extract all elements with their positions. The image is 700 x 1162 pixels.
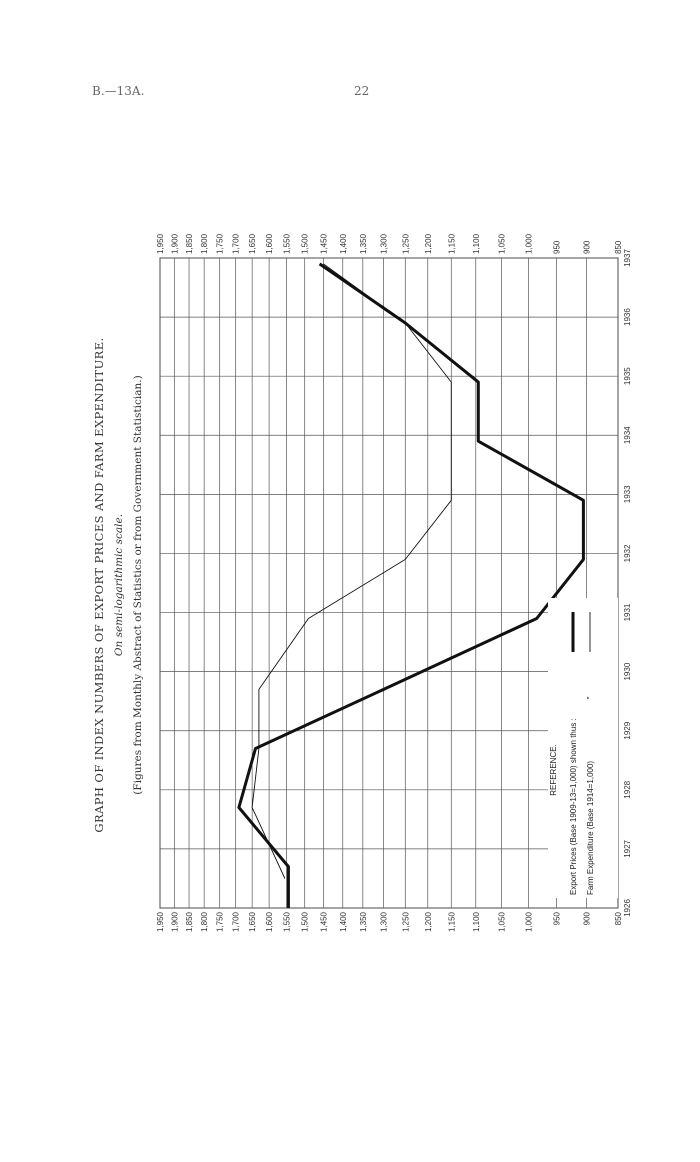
document-reference: B.—13A.: [92, 84, 145, 98]
y-tick-label: 1,700: [232, 911, 241, 932]
x-tick-label: 1933: [623, 485, 632, 503]
export-prices-line: [237, 262, 585, 908]
x-axis: 1926 1927 1928 1929 1930 1931 1932 1933 1934 1935…: [623, 249, 632, 917]
x-tick-label: 1931: [623, 603, 632, 621]
y-tick-label-right: 1,250: [401, 233, 410, 254]
y-tick-label-right: 1,000: [524, 233, 533, 254]
y-tick-label: 1,650: [248, 911, 257, 932]
y-tick-label-right: 1,600: [265, 233, 274, 254]
x-tick-label: 1935: [623, 367, 632, 385]
y-tick-label-right: 1,950: [156, 233, 165, 254]
y-tick-label: 1,600: [265, 911, 274, 932]
y-tick-label-right: 1,550: [283, 233, 292, 254]
x-tick-label: 1928: [623, 780, 632, 798]
y-tick-label-right: 1,850: [185, 233, 194, 254]
x-tick-label: 1929: [623, 721, 632, 739]
x-tick-label: 1936: [623, 308, 632, 326]
page-number: 22: [354, 84, 370, 98]
y-tick-label: 1,550: [283, 911, 292, 932]
y-tick-label-right: 1,700: [232, 233, 241, 254]
y-tick-label: 1,150: [447, 911, 456, 932]
y-tick-label: 1,250: [401, 911, 410, 932]
y-tick-label-right: 1,800: [200, 233, 209, 254]
legend-background: [548, 598, 618, 898]
y-tick-label: 1,450: [319, 911, 328, 932]
y-tick-label: 950: [553, 911, 562, 925]
y-tick-label: 1,750: [216, 911, 225, 932]
x-tick-label: 1926: [623, 899, 632, 917]
y-tick-label: 1,050: [497, 911, 506, 932]
y-tick-label: 1,900: [170, 911, 179, 932]
x-tick-label: 1937: [623, 249, 632, 267]
grid: [159, 257, 619, 909]
y-tick-label-right: 1,050: [497, 233, 506, 254]
y-tick-label-right: 950: [553, 240, 562, 254]
y-tick-label-right: 1,300: [380, 233, 389, 254]
y-tick-label: 1,100: [472, 911, 481, 932]
y-tick-label: 850: [614, 911, 623, 925]
y-tick-label-right: 1,500: [301, 233, 310, 254]
chart-titles: GRAPH OF INDEX NUMBERS OF EXPORT PRICES …: [92, 337, 144, 832]
y-tick-label: 1,500: [301, 911, 310, 932]
farm-expenditure-line: [251, 263, 452, 879]
legend-label-export: Export Prices (Base 1909-13=1,000) shown…: [569, 718, 578, 895]
y-tick-label: 1,950: [156, 911, 165, 932]
chart-title: GRAPH OF INDEX NUMBERS OF EXPORT PRICES …: [92, 337, 106, 832]
y-axis-left: 850 900 950 1,000 1,050 1,100 1,150 1,200 1,250 1…: [156, 911, 623, 932]
x-tick-label: 1934: [623, 426, 632, 444]
y-tick-label-right: 1,350: [359, 233, 368, 254]
y-tick-label: 1,350: [359, 911, 368, 932]
y-tick-label: 1,300: [380, 911, 389, 932]
legend-label-farm: Farm Expenditure (Base 1914=1,000): [586, 761, 595, 895]
y-tick-label-right: 1,900: [170, 233, 179, 254]
y-tick-label-right: 1,200: [424, 233, 433, 254]
y-tick-label: 1,800: [200, 911, 209, 932]
y-tick-label-right: 900: [582, 240, 591, 254]
x-tick-label: 1930: [623, 662, 632, 680]
y-tick-label-right: 1,450: [319, 233, 328, 254]
y-tick-label-right: 1,750: [216, 233, 225, 254]
y-axis-right: 850 900 950 1,000 1,050 1,100 1,150 1,200 1,250 1…: [156, 233, 623, 254]
y-tick-label: 1,000: [524, 911, 533, 932]
x-tick-label: 1927: [623, 839, 632, 857]
series-lines: [237, 262, 585, 908]
y-tick-label: 900: [582, 911, 591, 925]
y-tick-label-right: 1,650: [248, 233, 257, 254]
legend-heading: REFERENCE.: [549, 744, 558, 796]
y-tick-label: 1,400: [339, 911, 348, 932]
x-tick-label: 1932: [623, 544, 632, 562]
legend: REFERENCE. Export Prices (Base 1909-13=1,…: [548, 598, 618, 898]
y-tick-label-right: 1,100: [472, 233, 481, 254]
y-tick-label-right: 850: [614, 240, 623, 254]
y-tick-label: 1,200: [424, 911, 433, 932]
legend-ditto: ": [586, 696, 595, 699]
y-tick-label-right: 1,150: [447, 233, 456, 254]
y-tick-label: 1,850: [185, 911, 194, 932]
y-tick-label-right: 1,400: [339, 233, 348, 254]
chart-source-note: (Figures from Monthly Abstract of Statis…: [132, 375, 144, 794]
chart-subtitle: On semi-logarithmic scale.: [113, 514, 125, 656]
